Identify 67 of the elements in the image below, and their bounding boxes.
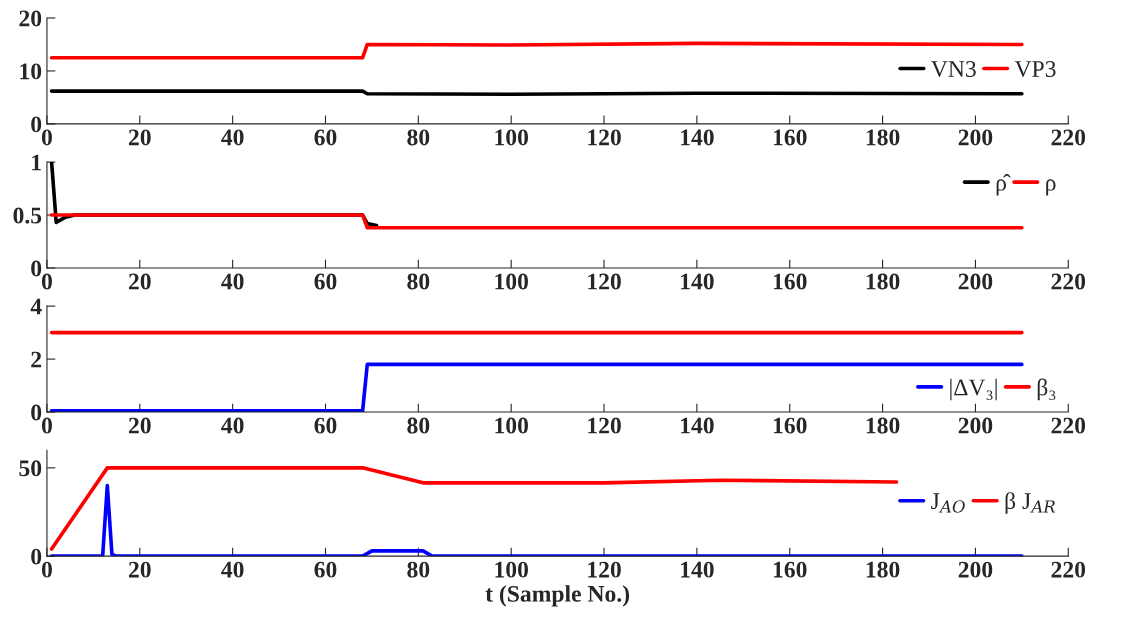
legend-label: β₃ xyxy=(1037,378,1056,401)
x-tick-label: 40 xyxy=(221,129,244,146)
legend-label: β J$_{AR}$ xyxy=(1005,492,1056,514)
x-tick-label: 180 xyxy=(866,129,900,146)
x-tick-label: 160 xyxy=(773,417,807,434)
y-tick-label: 4 xyxy=(30,298,42,315)
x-tick-label: 80 xyxy=(407,129,430,146)
x-tick-label: 120 xyxy=(588,129,621,146)
x-axis-title: t (Sample No.) xyxy=(485,585,630,607)
x-tick-label: 40 xyxy=(221,273,244,290)
x-tick-label: 160 xyxy=(773,129,807,146)
y-tick-label: 2 xyxy=(31,351,42,368)
x-tick-label: 120 xyxy=(588,561,621,578)
x-tick-label: 60 xyxy=(314,273,337,290)
x-tick-label: 180 xyxy=(866,273,900,290)
legend-label: VN3 xyxy=(931,61,976,78)
x-tick-label: 140 xyxy=(681,561,714,578)
y-tick-label: 1 xyxy=(32,154,41,171)
y-tick-label: 20 xyxy=(19,10,42,27)
legend-label: ρ xyxy=(1046,179,1056,196)
line-series xyxy=(49,466,899,551)
x-tick-label: 20 xyxy=(128,417,151,434)
x-tick-label: 160 xyxy=(773,273,807,290)
y-tick-label: 0 xyxy=(31,548,42,565)
x-tick-label: 220 xyxy=(1051,273,1086,290)
x-tick-label: 40 xyxy=(221,561,244,578)
x-tick-label: 220 xyxy=(1051,417,1086,434)
x-tick-label: 100 xyxy=(495,129,528,146)
x-tick-label: 80 xyxy=(407,273,430,290)
legend-label: VP3 xyxy=(1014,61,1056,78)
x-tick-label: 120 xyxy=(588,417,621,434)
x-tick-label: 40 xyxy=(221,417,244,434)
x-tick-label: 120 xyxy=(588,273,621,290)
legend-label: |ΔV₃| xyxy=(950,378,997,401)
x-tick-label: 180 xyxy=(866,417,900,434)
x-tick-label: 200 xyxy=(958,129,993,146)
x-tick-label: 200 xyxy=(958,561,993,578)
legend-label: ρ̂ xyxy=(996,173,1011,196)
x-tick-label: 140 xyxy=(681,417,714,434)
x-tick-label: 100 xyxy=(495,417,528,434)
x-tick-label: 100 xyxy=(495,273,528,290)
y-tick-label: 0.5 xyxy=(13,207,42,224)
x-tick-label: 100 xyxy=(495,561,528,578)
x-tick-label: 200 xyxy=(958,417,993,434)
x-tick-label: 20 xyxy=(128,561,151,578)
x-tick-label: 60 xyxy=(314,561,337,578)
x-tick-label: 180 xyxy=(866,561,900,578)
line-series xyxy=(49,483,1024,557)
y-tick-label: 50 xyxy=(19,460,42,477)
y-tick-label: 0 xyxy=(31,260,42,277)
x-tick-label: 140 xyxy=(681,129,714,146)
x-tick-label: 140 xyxy=(681,273,714,290)
x-tick-label: 160 xyxy=(773,561,807,578)
x-tick-label: 80 xyxy=(407,561,430,578)
x-tick-label: 60 xyxy=(314,129,337,146)
x-tick-label: 20 xyxy=(128,129,151,146)
x-tick-label: 20 xyxy=(128,273,151,290)
x-tick-label: 220 xyxy=(1051,129,1086,146)
x-tick-label: 80 xyxy=(407,417,430,434)
y-tick-label: 0 xyxy=(31,116,42,133)
x-tick-label: 220 xyxy=(1051,561,1086,578)
y-tick-label: 10 xyxy=(20,63,42,80)
x-tick-label: 60 xyxy=(314,417,337,434)
y-tick-label: 0 xyxy=(31,404,42,421)
line-series xyxy=(49,41,1024,60)
x-tick-label: 200 xyxy=(958,273,993,290)
legend-label: J$_{AO}$ xyxy=(931,493,965,513)
